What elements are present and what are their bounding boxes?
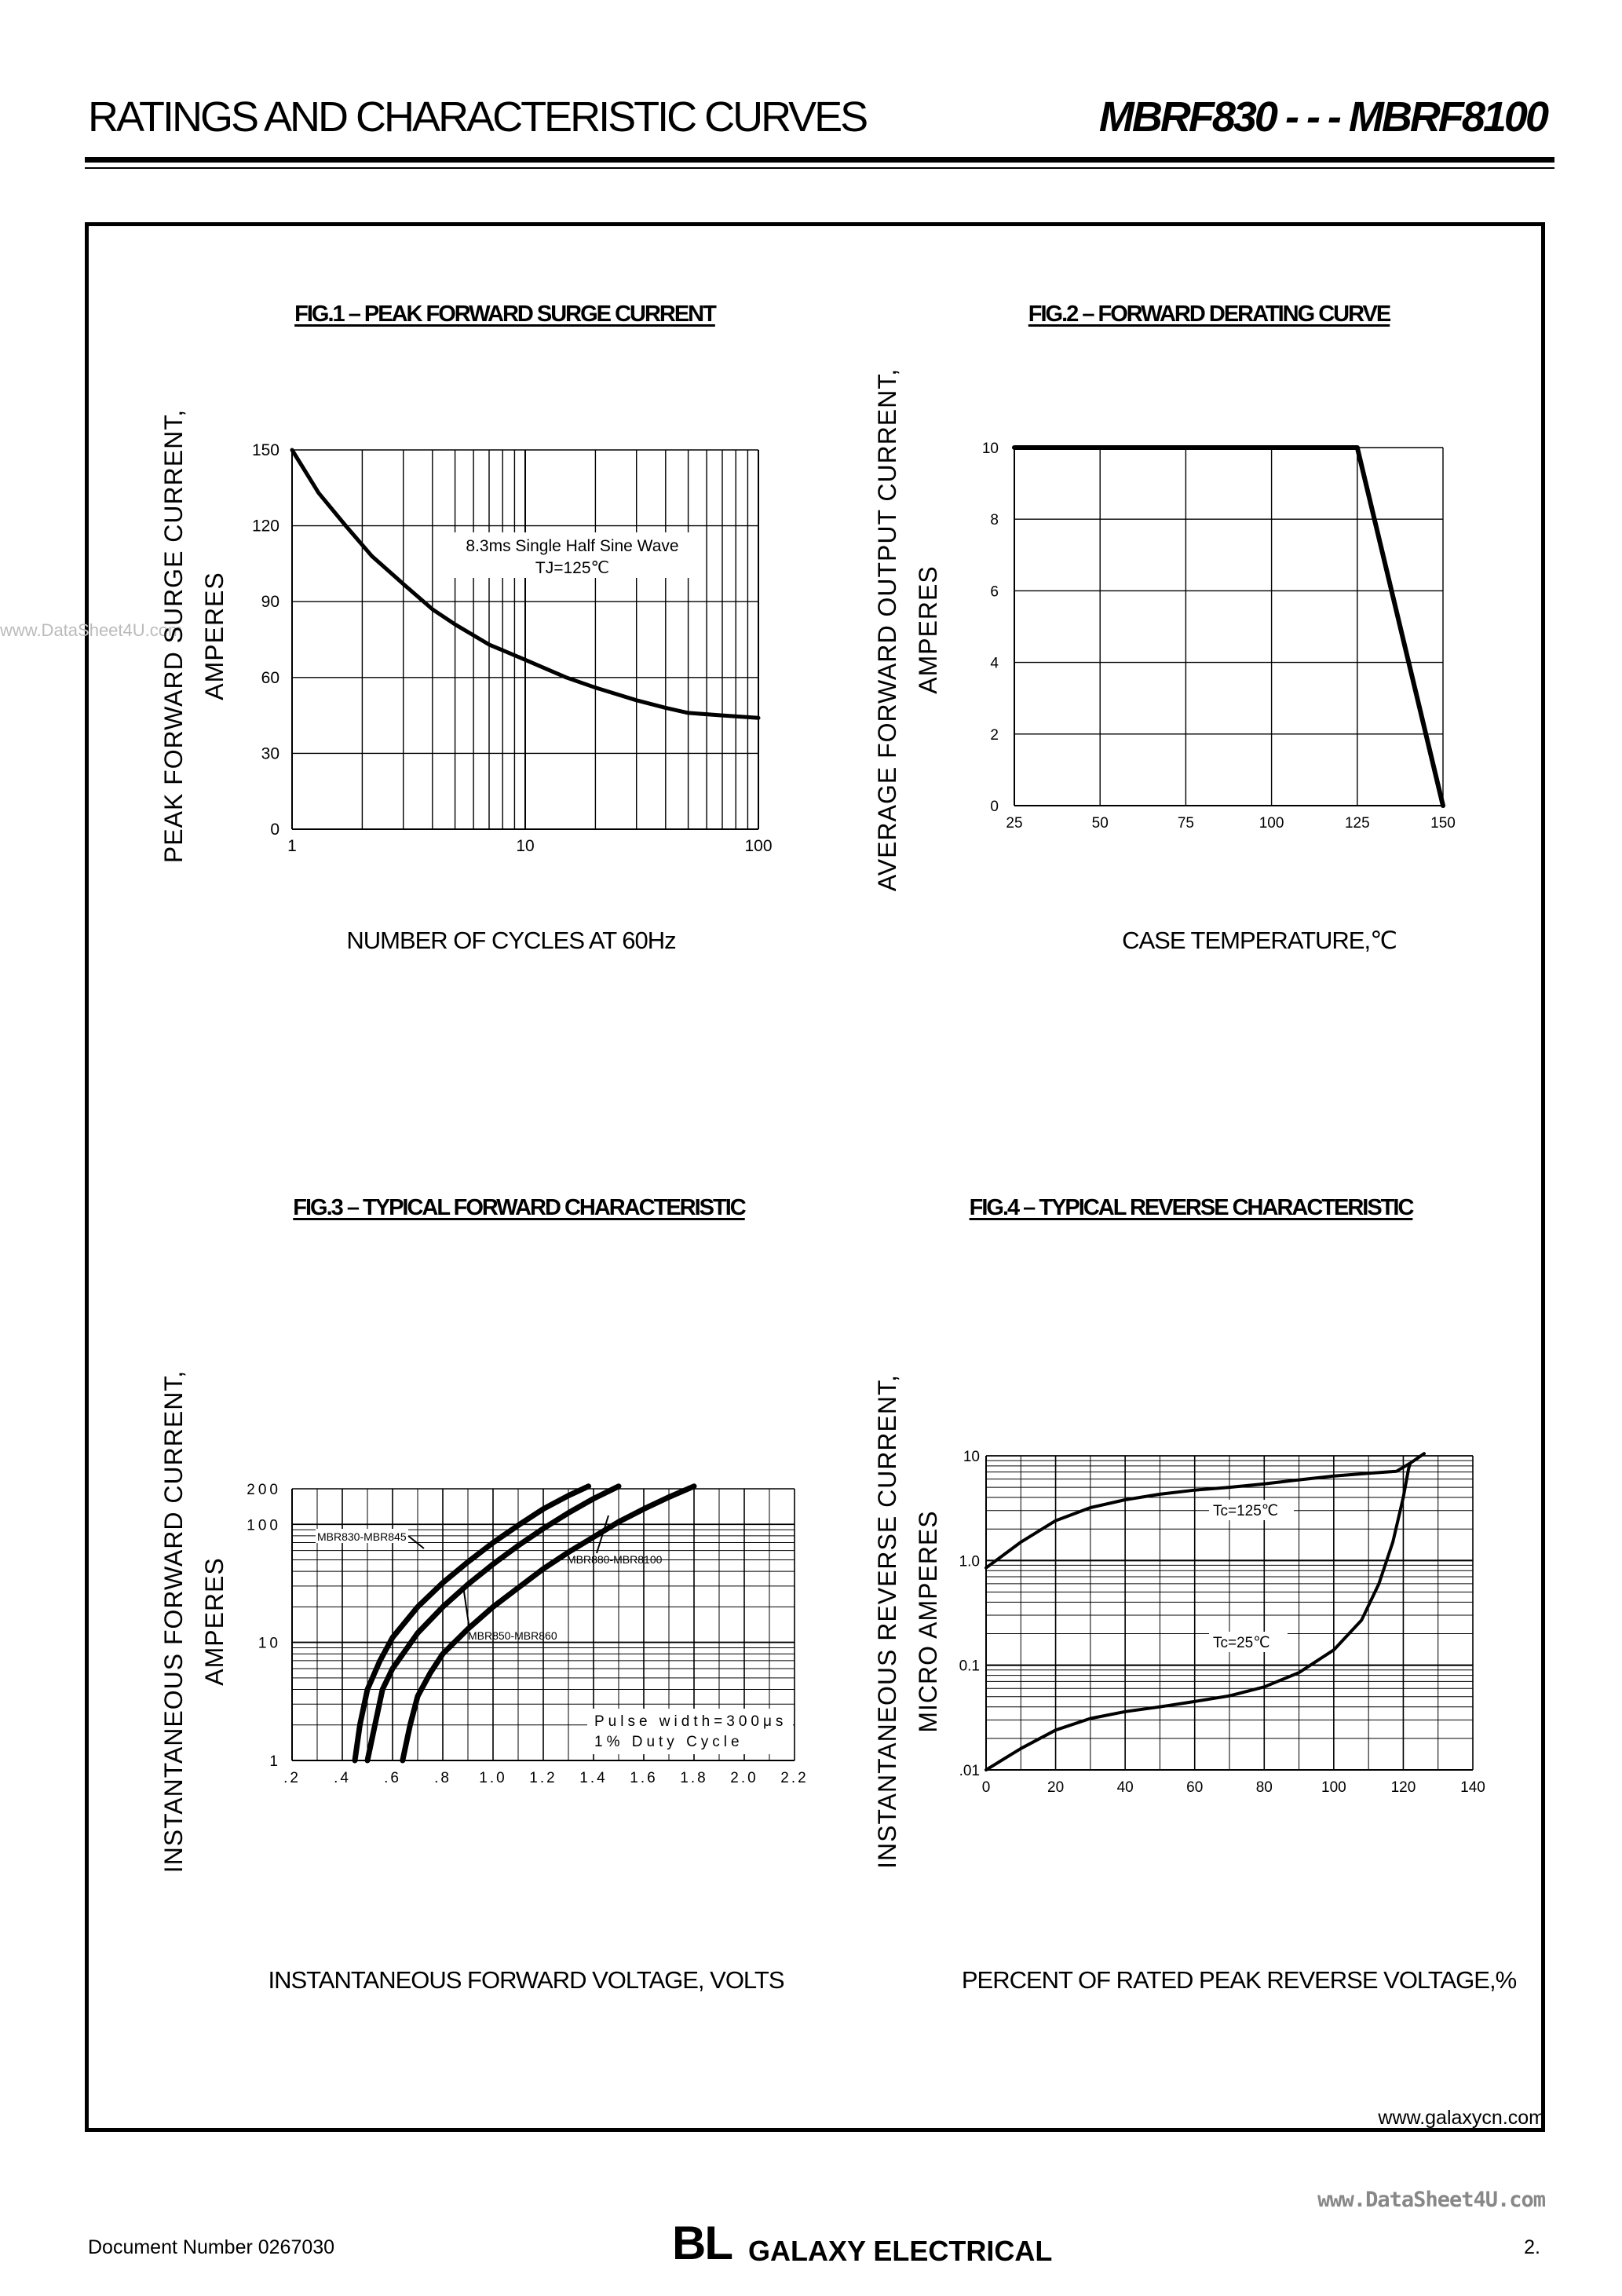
fig1-ytick-label: 0 [270, 821, 279, 839]
fig3-xtick-label: 1.0 [479, 1770, 506, 1786]
fig3-chart: 200 100 10 1.2 .4 .6 .8 1.0 1.2 1.4 1.6 1.8 2.0 2.2 MB… [247, 1482, 808, 1786]
fig2-ytick-label: 6 [990, 583, 999, 600]
fig2-chart: 10 8 6 4 2 0 25 50 75 100 125 150 [982, 441, 1456, 832]
fig1-ytick-label: 150 [252, 441, 279, 459]
page-title: RATINGS AND CHARACTERISTIC CURVES [88, 93, 868, 141]
fig4-series-line [1407, 1462, 1412, 1470]
fig2-xtick-label: 150 [1430, 815, 1456, 832]
figures-frame [85, 222, 1545, 2132]
footer-watermark: www.DataSheet4U.com [1317, 2188, 1546, 2212]
fig3-xlabel: INSTANTANEOUS FORWARD VOLTAGE, VOLTS [268, 1966, 785, 1994]
fig4-xtick-label: 120 [1391, 1779, 1416, 1796]
brand-logo-text: GALAXY ELECTRICAL [748, 2235, 1053, 2267]
fig3-ytick-label: 200 [247, 1482, 281, 1498]
fig2-title: FIG.2 – FORWARD DERATING CURVE [1028, 302, 1391, 327]
fig3-annotation-bg [587, 1709, 793, 1754]
fig4-xtick-label: 80 [1256, 1779, 1273, 1796]
fig1-xlabel: NUMBER OF CYCLES AT 60Hz [346, 927, 676, 954]
fig1-annotation-2: TJ=125℃ [535, 559, 609, 577]
fig1-title: FIG.1 – PEAK FORWARD SURGE CURRENT [294, 302, 717, 327]
fig3-series-label: MBR850-MBR860 [468, 1629, 557, 1642]
fig4-xtick-label: 140 [1460, 1779, 1485, 1796]
fig4-series-label: Tc=25℃ [1213, 1635, 1270, 1651]
fig4-ytick-label: .01 [959, 1763, 980, 1779]
fig4-xtick-label: 0 [982, 1779, 991, 1796]
fig1-annotation-bg [451, 532, 693, 578]
fig1-ytick-label: 90 [261, 593, 279, 611]
fig2-xtick-label: 125 [1345, 815, 1370, 832]
fig4-xtick-label: 40 [1117, 1779, 1134, 1796]
fig3-series-label: MBR830-MBR845 [317, 1530, 407, 1543]
fig3-xtick-label: 1.8 [680, 1770, 707, 1786]
fig4-ytick-label: 1.0 [959, 1553, 980, 1570]
fig4-xtick-label: 100 [1321, 1779, 1346, 1796]
fig2-ytick-label: 0 [990, 799, 999, 815]
fig3-annotation-1: Pulse width=300μs [594, 1713, 787, 1730]
fig3-series-line [364, 1483, 622, 1764]
fig1-ytick-label: 60 [261, 669, 279, 687]
fig3-xtick-label: .8 [434, 1770, 451, 1786]
fig1-ytick-label: 30 [261, 744, 279, 762]
part-number-range: MBRF830 - - - MBRF8100 [1098, 93, 1549, 141]
fig3-ytick-label: 10 [258, 1636, 281, 1652]
document-number: Document Number 0267030 [88, 2236, 335, 2258]
fig3-xtick-label: .4 [334, 1770, 351, 1786]
fig3-xtick-label: 1.6 [630, 1770, 657, 1786]
fig2-xtick-label: 75 [1178, 815, 1194, 832]
fig2-xlabel: CASE TEMPERATURE,℃ [1122, 927, 1397, 954]
fig4-series-label-bg [1209, 1632, 1288, 1652]
header-rule [85, 157, 1554, 163]
fig1-xtick-label: 100 [744, 837, 772, 855]
fig4-ytick-label: 0.1 [959, 1658, 980, 1675]
fig3-series-leader [596, 1515, 609, 1554]
fig3-xtick-label: 2.2 [780, 1770, 808, 1786]
fig3-series-line [352, 1483, 592, 1764]
fig4-xtick-label: 20 [1047, 1779, 1064, 1796]
fig4-xtick-label: 60 [1186, 1779, 1203, 1796]
fig4-series-line [985, 1467, 1411, 1771]
fig3-ytick-label: 100 [247, 1517, 281, 1534]
fig4-xlabel: PERCENT OF RATED PEAK REVERSE VOLTAGE,% [961, 1966, 1517, 1994]
page-number: 2. [1524, 2236, 1540, 2258]
fig2-ytick-label: 10 [982, 441, 999, 457]
fig2-xtick-label: 50 [1092, 815, 1109, 832]
footer-website: www.galaxycn.com [1378, 2107, 1545, 2129]
header-rule-thin [85, 167, 1554, 169]
fig4-title: FIG.4 – TYPICAL REVERSE CHARACTERISTIC [969, 1195, 1415, 1220]
fig4-chart: 10 1.0 0.1 .010 20 40 60 80 100 120 140 Tc=125℃ Tc=2… [959, 1449, 1485, 1796]
fig3-series-label: MBR880-MBR8100 [567, 1553, 663, 1566]
fig4-series-label-bg [1209, 1500, 1294, 1520]
fig3-title: FIG.3 – TYPICAL FORWARD CHARACTERISTIC [293, 1195, 746, 1220]
fig3-xtick-label: .6 [384, 1770, 401, 1786]
fig3-xtick-label: .2 [283, 1770, 301, 1786]
fig3-series-leader [407, 1535, 425, 1549]
fig2-ytick-label: 8 [990, 512, 999, 528]
fig1-ytick-label: 120 [252, 517, 279, 536]
fig1-chart: 150 120 90 60 30 01 10 100 8.3ms Single Half Sin… [252, 441, 773, 855]
fig4-ytick-label: 10 [963, 1449, 980, 1465]
fig1-series-line [290, 448, 761, 720]
fig3-xtick-label: 1.4 [579, 1770, 607, 1786]
fig3-annotation-2: 1% Duty Cycle [594, 1734, 743, 1750]
fig1-annotation-1: 8.3ms Single Half Sine Wave [466, 537, 678, 555]
brand-logo-mark: BL [672, 2217, 733, 2269]
fig2-ytick-label: 2 [990, 727, 999, 744]
fig1-xtick-label: 1 [287, 837, 297, 855]
fig3-series-leader [462, 1585, 470, 1630]
fig2-ytick-label: 4 [990, 656, 999, 672]
fig3-series-line [400, 1483, 697, 1764]
fig3-xtick-label: 2.0 [730, 1770, 758, 1786]
fig2-series-line [1012, 445, 1445, 808]
fig2-xtick-label: 100 [1259, 815, 1284, 832]
fig2-xtick-label: 25 [1006, 815, 1022, 832]
fig4-series-line [985, 1452, 1426, 1570]
fig3-xtick-label: 1.2 [529, 1770, 557, 1786]
fig4-series-label: Tc=125℃ [1213, 1503, 1278, 1519]
fig3-series-label-bg [316, 1529, 408, 1543]
fig3-ytick-label: 1 [269, 1753, 281, 1770]
fig1-xtick-label: 10 [516, 837, 534, 855]
side-watermark: www.DataSheet4U.com [0, 620, 183, 640]
